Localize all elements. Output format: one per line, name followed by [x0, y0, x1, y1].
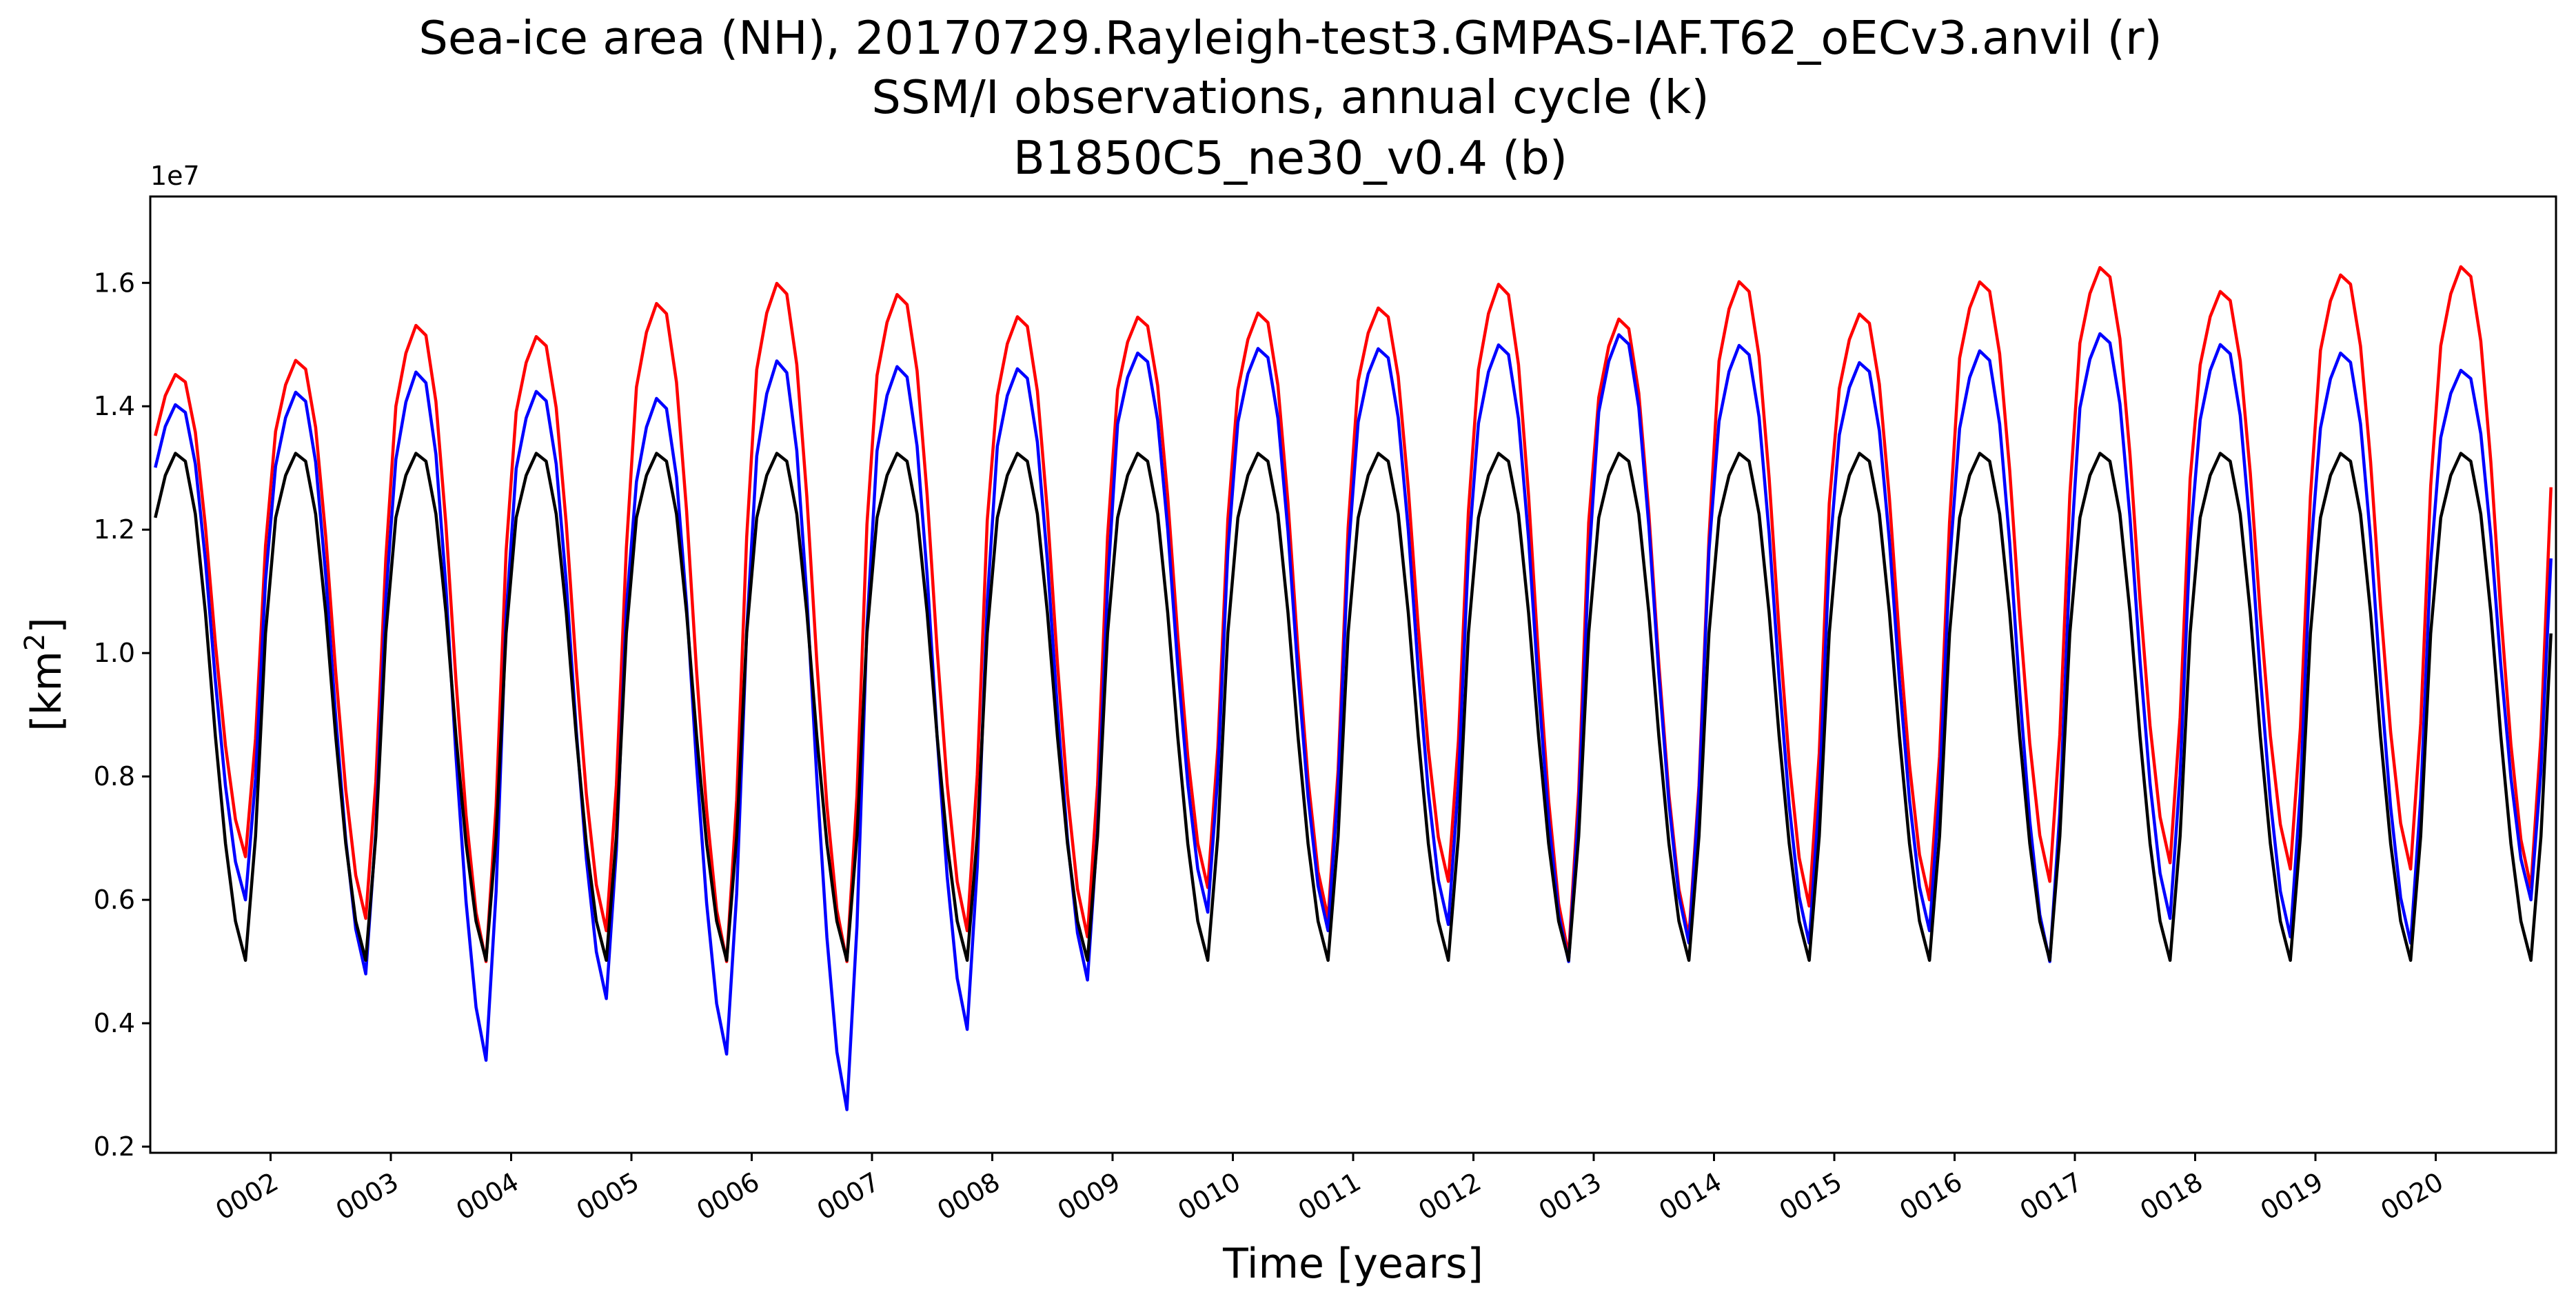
- series-line-b: [154, 332, 2553, 1111]
- y-axis-ticks: 0.2 0.4 0.6 0.8 1.0 1.2 1.4 1.6: [94, 268, 150, 1162]
- y-tick-label: 1.6: [94, 268, 135, 298]
- series-line-k: [154, 452, 2553, 963]
- y-axis-label-superscript: 2: [19, 634, 51, 651]
- series-line-r: [154, 265, 2553, 963]
- y-tick-label: 0.6: [94, 885, 135, 915]
- y-tick-label: 0.4: [94, 1008, 135, 1038]
- x-axis-label: Time [years]: [1222, 1240, 1483, 1288]
- chart-title-line-2: SSM/I observations, annual cycle (k): [871, 70, 1709, 124]
- chart-title-line-1: Sea-ice area (NH), 20170729.Rayleigh-tes…: [418, 11, 2162, 65]
- y-tick-label: 1.0: [94, 638, 135, 668]
- y-tick-label: 0.2: [94, 1131, 135, 1162]
- y-tick-label: 0.8: [94, 761, 135, 792]
- y-axis-label: [km2]: [19, 617, 71, 731]
- y-tick-label: 1.4: [94, 391, 135, 421]
- plot-area-frame: [149, 195, 2557, 1154]
- y-offset-text: 1e7: [150, 161, 200, 191]
- y-axis-label-end: ]: [23, 617, 71, 633]
- chart-title-line-3: B1850C5_ne30_v0.4 (b): [1013, 131, 1568, 185]
- y-axis-label-base: [km: [23, 651, 71, 732]
- y-tick-label: 1.2: [94, 514, 135, 545]
- series-layer: [154, 265, 2553, 1111]
